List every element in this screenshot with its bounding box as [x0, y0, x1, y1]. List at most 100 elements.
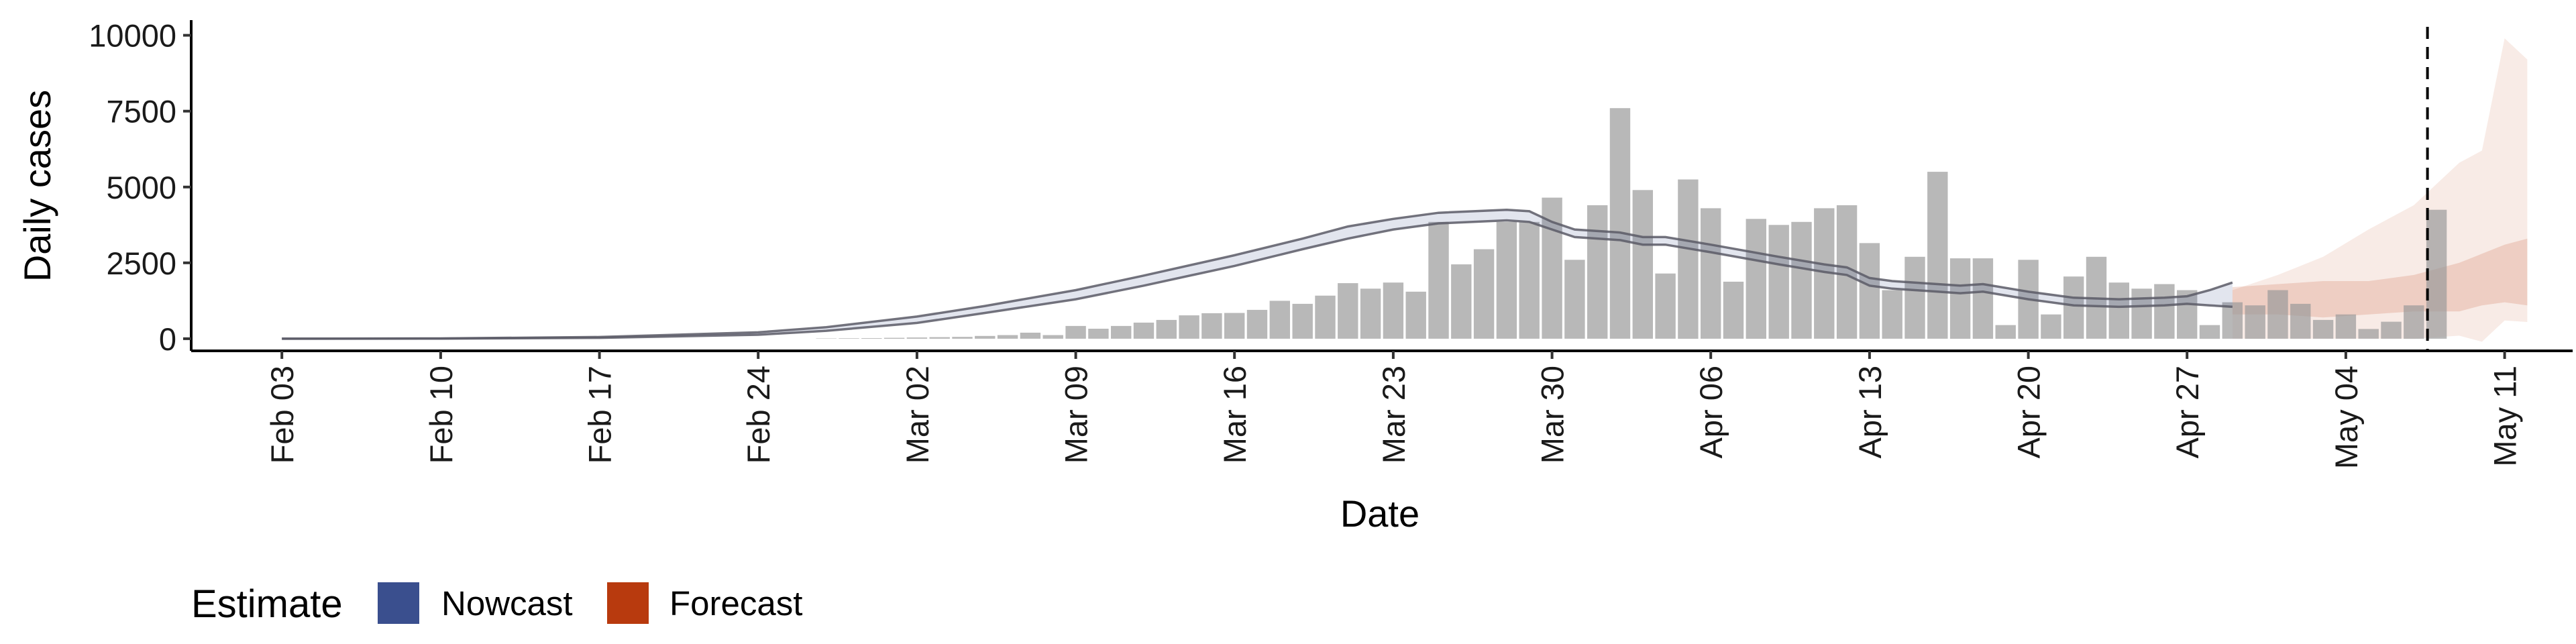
bar — [906, 337, 928, 339]
bar — [1746, 219, 1766, 339]
bar — [1292, 303, 1313, 339]
bar — [2312, 319, 2334, 339]
bar — [2358, 329, 2379, 339]
axes-layer — [190, 20, 2573, 352]
bar — [1315, 295, 1336, 339]
bar — [1587, 205, 1608, 339]
x-tick-label: Apr 06 — [1693, 366, 1729, 458]
forecast-inner-band — [2232, 238, 2528, 318]
bar — [1269, 301, 1290, 339]
bar — [1701, 208, 1721, 339]
bar — [1246, 309, 1268, 339]
nowcast-layer — [282, 208, 2233, 340]
legend-label-nowcast: Nowcast — [441, 584, 573, 623]
bar — [1995, 325, 2016, 339]
bar — [2381, 321, 2402, 339]
bar — [1111, 325, 1132, 339]
bar — [1609, 108, 1631, 339]
x-tick-label: Mar 16 — [1217, 366, 1252, 464]
bar — [2108, 282, 2129, 339]
bar — [1179, 315, 1199, 339]
nowcast-upper-line — [282, 208, 2233, 340]
bar — [2131, 288, 2152, 339]
bar — [2154, 284, 2175, 339]
y-tick-label: 10000 — [89, 18, 176, 54]
bar — [1451, 264, 1472, 339]
bar — [2245, 305, 2265, 339]
ticks-layer: 0 2500 5000 7500 10000 Feb 03 Feb 10 Feb 17 Feb … — [89, 18, 2522, 470]
bar — [975, 335, 996, 339]
bar — [2041, 314, 2061, 339]
bar — [1156, 319, 1177, 339]
legend: Estimate Nowcast Forecast — [191, 582, 802, 626]
bar — [2222, 302, 2243, 339]
bars-layer — [816, 108, 2447, 339]
bar — [1791, 221, 1812, 339]
x-tick-label: Mar 30 — [1535, 366, 1570, 464]
bar — [1904, 256, 1925, 339]
x-tick-label: Mar 23 — [1376, 366, 1411, 464]
bar — [839, 338, 859, 339]
bar — [1360, 288, 1381, 339]
bar — [1655, 273, 1676, 339]
x-tick-label: Apr 13 — [1852, 366, 1888, 458]
x-tick-label: May 04 — [2328, 366, 2364, 469]
bar — [1133, 322, 1155, 339]
x-tick-label: Feb 03 — [264, 366, 300, 464]
bar — [2404, 305, 2424, 339]
bar — [1428, 221, 1449, 339]
bar — [2267, 290, 2288, 339]
x-tick-label: May 11 — [2487, 366, 2523, 467]
x-tick-label: Feb 24 — [741, 366, 776, 464]
bar — [883, 337, 905, 339]
legend-swatch-nowcast — [378, 582, 419, 624]
forecast-outer-band — [2232, 38, 2528, 342]
bar — [861, 338, 882, 339]
bar — [2177, 290, 2198, 339]
bar — [1473, 249, 1495, 339]
y-tick-label: 5000 — [106, 170, 176, 205]
bar — [1768, 225, 1789, 339]
y-tick-label: 2500 — [106, 246, 176, 281]
bar — [2335, 314, 2357, 339]
nowcast-lower-line — [282, 219, 2233, 340]
forecast-layer — [2232, 38, 2528, 342]
bar — [1201, 313, 1222, 339]
x-tick-label: Mar 09 — [1059, 366, 1094, 464]
bar — [1088, 329, 1109, 339]
y-axis-title: Daily cases — [16, 90, 58, 282]
x-axis-title: Date — [1340, 492, 1419, 535]
bar — [1042, 335, 1063, 339]
bar — [1927, 172, 1948, 339]
x-tick-label: Apr 20 — [2011, 366, 2047, 458]
bar — [1224, 313, 1245, 339]
legend-label-forecast: Forecast — [669, 584, 802, 623]
x-tick-label: Feb 17 — [582, 366, 618, 464]
bar — [1972, 258, 1994, 339]
bar — [1564, 260, 1585, 339]
bar — [1678, 179, 1699, 339]
bar — [1836, 205, 1858, 339]
bar — [2426, 209, 2447, 339]
bar — [1519, 221, 1540, 339]
bar — [2063, 276, 2084, 339]
bar — [1859, 243, 1880, 339]
bar — [1632, 190, 1653, 339]
bar — [1020, 332, 1041, 339]
bar — [1383, 282, 1404, 339]
bar — [2199, 325, 2220, 339]
x-tick-label: Feb 10 — [423, 366, 459, 464]
bar — [1723, 281, 1744, 339]
legend-title: Estimate — [191, 582, 343, 626]
legend-swatch-forecast — [607, 582, 649, 624]
bar — [1405, 291, 1426, 339]
bar — [2290, 303, 2311, 339]
x-tick-label: Mar 02 — [900, 366, 935, 464]
bar — [997, 335, 1018, 339]
bar — [929, 337, 950, 339]
x-tick-label: Apr 27 — [2169, 366, 2205, 458]
bar — [1882, 290, 1902, 339]
bar — [1338, 283, 1358, 339]
y-tick-label: 7500 — [106, 94, 176, 129]
